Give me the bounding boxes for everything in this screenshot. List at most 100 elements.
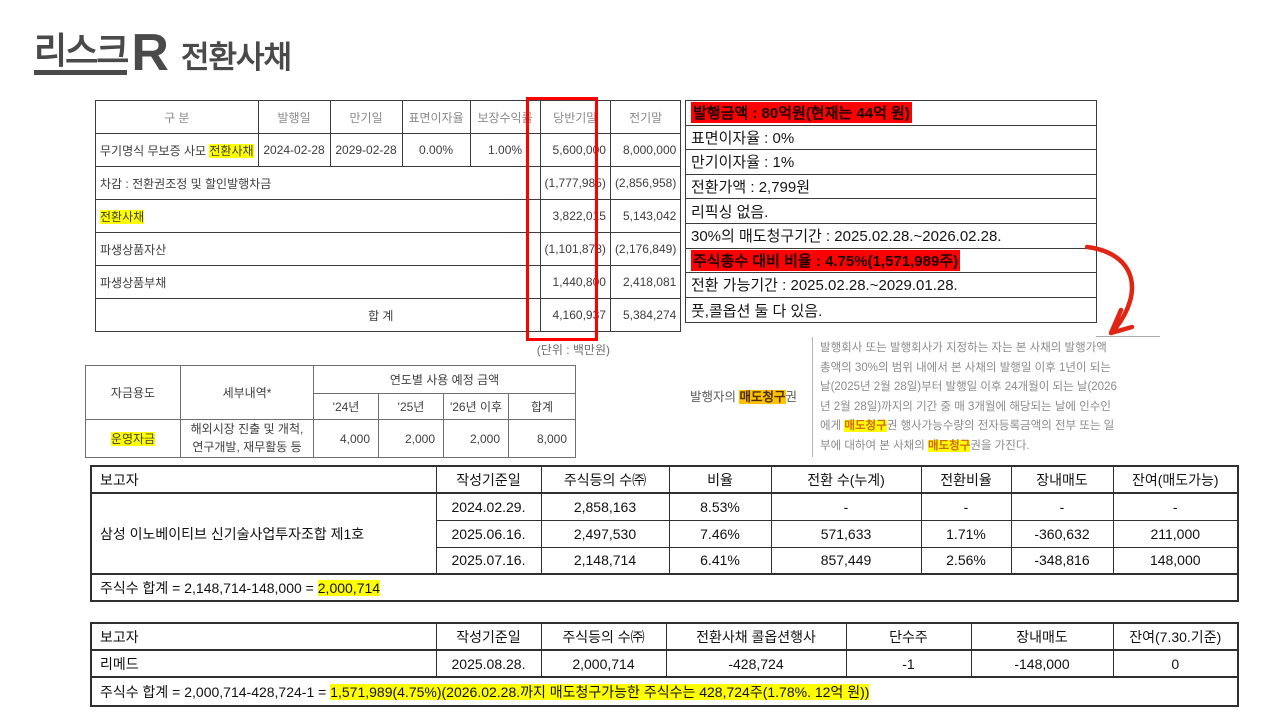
- bond-summary-table: 구 분 발행일 만기일 표면이자율 보장수익률 당반기말 전기말 무기명식 무보…: [95, 100, 682, 332]
- bond-row-label: 파생상품자산: [95, 232, 541, 266]
- remaining-cell: 148,000: [1112, 546, 1239, 575]
- current-period-value: 3,822,015: [539, 199, 611, 233]
- label-text: 권: [785, 390, 798, 404]
- col-converted-cumulative: 전환 수(누계): [770, 465, 922, 494]
- col-header-guaranteed-yield: 보장수익률: [469, 100, 541, 134]
- cb-call-exercise-cell: -428,724: [665, 649, 847, 678]
- reporter-name-cell: 리메드: [90, 649, 437, 678]
- col-report-date: 작성기준일: [435, 622, 542, 651]
- highlighted-result: 1,571,989(4.75%)(2026.02.28.까지 매도청구가능한 주…: [330, 683, 870, 700]
- usage-col-y26: '26년 이후: [443, 393, 509, 420]
- converted-cell: -: [770, 492, 922, 521]
- bond-row-label: 전환사채: [95, 199, 541, 233]
- fractional-shares-cell: -1: [845, 649, 972, 678]
- bond-row-label: 무기명식 무보증 사모 전환사채: [95, 133, 259, 167]
- logo: 리스크 R 전환사채: [34, 24, 292, 82]
- usage-header-row-2: '24년 '25년 '26년 이후 합계: [86, 393, 576, 420]
- usage-col-purpose: 자금용도: [85, 365, 181, 420]
- col-header-category: 구 분: [95, 100, 259, 134]
- reporter-name-cell: 삼성 이노베이티브 신기술사업투자조합 제1호: [90, 492, 437, 575]
- divider-line: [812, 337, 813, 457]
- formula-text: 주식수 합계 = 2,000,714-428,724-1 =: [100, 683, 331, 700]
- col-remaining-basis: 잔여(7.30.기준): [1112, 622, 1239, 651]
- formula-text: 주식수 합계 = 2,148,714-148,000 =: [100, 579, 318, 596]
- logo-brand-text: 리스크: [34, 32, 129, 75]
- col-conversion-ratio: 전환비율: [920, 465, 1012, 494]
- fact-row-options: 풋,콜옵션 둘 다 있음.: [691, 302, 823, 320]
- usage-v25: 2,000: [378, 419, 444, 458]
- bond-row-label: 파생상품부채: [95, 265, 541, 299]
- usage-v26: 2,000: [443, 419, 509, 458]
- fact-row-maturity-rate: 만기이자율 : 1%: [686, 150, 1096, 175]
- prior-period-value: (2,176,849): [609, 232, 682, 266]
- remaining-cell: -: [1112, 492, 1239, 521]
- usage-purpose-cell: 운영자금: [85, 419, 181, 458]
- clause-text: 권을 가진다.: [970, 439, 1030, 452]
- bond-total-row: 합 계 4,160,937 5,384,274: [95, 298, 682, 332]
- conversion-ratio-cell: 2.56%: [920, 546, 1012, 575]
- usage-data-row: 운영자금 해외시장 진출 및 개척, 연구개발, 재무활동 등 4,000 2,…: [85, 419, 576, 458]
- share-count-cell: 2,000,714: [540, 649, 667, 678]
- col-header-prior-period: 전기말: [609, 100, 682, 134]
- prior-period-value: 8,000,000: [609, 133, 682, 167]
- fact-row-issue-amount: 발행금액 : 80억원(현재는 44억 원): [686, 101, 1096, 126]
- report1-data-row: 삼성 이노베이티브 신기술사업투자조합 제1호 2024.02.29. 2,85…: [90, 492, 1239, 575]
- key-facts-box: 발행금액 : 80억원(현재는 44억 원) 표면이자율 : 0% 만기이자율 …: [685, 100, 1097, 324]
- cell-border-fragment: [1096, 336, 1160, 337]
- report1-data-row: 2025.06.16. 2,497,530 7.46% 571,633 1.71…: [91, 519, 1239, 548]
- ratio-cell: 6.41%: [668, 546, 772, 575]
- bond-row: 전환사채 3,822,015 5,143,042: [95, 199, 682, 233]
- highlighted-term: 전환사채: [209, 143, 254, 158]
- bond-label-text: 무기명식 무보증 사모: [100, 143, 210, 158]
- highlighted-term: 전환사채: [100, 209, 145, 224]
- total-prior-value: 5,384,274: [609, 298, 682, 332]
- report2-header-row: 보고자 작성기준일 주식등의 수㈜ 전환사채 콜옵션행사 단수주 장내매도 잔여…: [90, 622, 1239, 651]
- logo-r-letter: R: [131, 24, 169, 82]
- prior-period-value: 5,143,042: [609, 199, 682, 233]
- call-option-clause-paragraph: 발행회사 또는 발행회사가 지정하는 자는 본 사채의 발행가액 총액의 30%…: [820, 339, 1120, 457]
- usage-col-detail: 세부내역*: [180, 365, 314, 420]
- fact-row-refixing: 리픽싱 없음.: [686, 199, 1096, 224]
- issue-date-cell: 2024-02-28: [257, 133, 331, 167]
- converted-cell: 857,449: [770, 546, 922, 575]
- usage-col-yearly-span: 연도별 사용 예정 금액: [313, 365, 576, 394]
- current-period-value: 5,600,000: [539, 133, 611, 167]
- usage-v24: 4,000: [313, 419, 379, 458]
- total-label: 합 계: [95, 298, 541, 332]
- shareholder-report-table-2: 보고자 작성기준일 주식등의 수㈜ 전환사채 콜옵션행사 단수주 장내매도 잔여…: [90, 622, 1239, 707]
- market-sell-cell: -360,632: [1010, 519, 1114, 548]
- bond-row: 차감 : 전환권조정 및 할인발행차금 (1,777,985) (2,856,9…: [95, 166, 682, 200]
- prior-period-value: (2,856,958): [609, 166, 682, 200]
- col-header-maturity-date: 만기일: [329, 100, 403, 134]
- bond-row: 파생상품부채 1,440,800 2,418,081: [95, 265, 682, 299]
- market-sell-cell: -148,000: [970, 649, 1114, 678]
- report1-header-row: 보고자 작성기준일 주식등의 수㈜ 비율 전환 수(누계) 전환비율 장내매도 …: [90, 465, 1239, 494]
- report1-data-row: 2025.07.16. 2,148,714 6.41% 857,449 2.56…: [91, 546, 1239, 575]
- bond-row: 파생상품자산 (1,101,878) (2,176,849): [95, 232, 682, 266]
- share-total-formula: 주식수 합계 = 2,148,714-148,000 = 2,000,714: [90, 573, 1239, 602]
- share-count-cell: 2,148,714: [540, 546, 670, 575]
- clause-text: 권 행사가능수량의 전자등록금액의 전부 또는 일부에 대하여 본 사채의: [820, 420, 1115, 452]
- total-current-value: 4,160,937: [539, 298, 611, 332]
- guaranteed-yield-cell: 1.00%: [469, 133, 541, 167]
- shareholder-report-table-1: 보고자 작성기준일 주식등의 수㈜ 비율 전환 수(누계) 전환비율 장내매도 …: [90, 465, 1239, 602]
- fact-row-conversion-period: 전환 가능기간 : 2025.02.28.~2029.01.28.: [686, 273, 1096, 298]
- col-header-current-period: 당반기말: [539, 100, 611, 134]
- conversion-ratio-cell: -: [920, 492, 1012, 521]
- fact-row-share-ratio: 주식총수 대비 비율 : 4.75%(1,571,989주): [686, 249, 1096, 274]
- market-sell-cell: -: [1010, 492, 1114, 521]
- col-reporter: 보고자: [90, 622, 437, 651]
- converted-cell: 571,633: [770, 519, 922, 548]
- red-highlighted-text: 주식총수 대비 비율 : 4.75%(1,571,989주): [691, 249, 961, 271]
- remaining-cell: 211,000: [1112, 519, 1239, 548]
- report-date-cell: 2025.08.28.: [435, 649, 542, 678]
- share-total-formula: 주식수 합계 = 2,000,714-428,724-1 = 1,571,989…: [90, 676, 1239, 707]
- remaining-cell: 0: [1112, 649, 1239, 678]
- col-market-sell: 장내매도: [1010, 465, 1114, 494]
- clause-text: 발행회사 또는 발행회사가 지정하는 자는 본 사채의 발행가액 총액의 30%…: [820, 342, 1117, 433]
- red-arrow-annotation: [1085, 244, 1135, 336]
- coupon-rate-cell: 0.00%: [401, 133, 471, 167]
- report-date-cell: 2025.06.16.: [435, 519, 542, 548]
- report-date-cell: 2024.02.29.: [435, 492, 542, 521]
- report2-footer-row: 주식수 합계 = 2,000,714-428,724-1 = 1,571,989…: [90, 676, 1239, 707]
